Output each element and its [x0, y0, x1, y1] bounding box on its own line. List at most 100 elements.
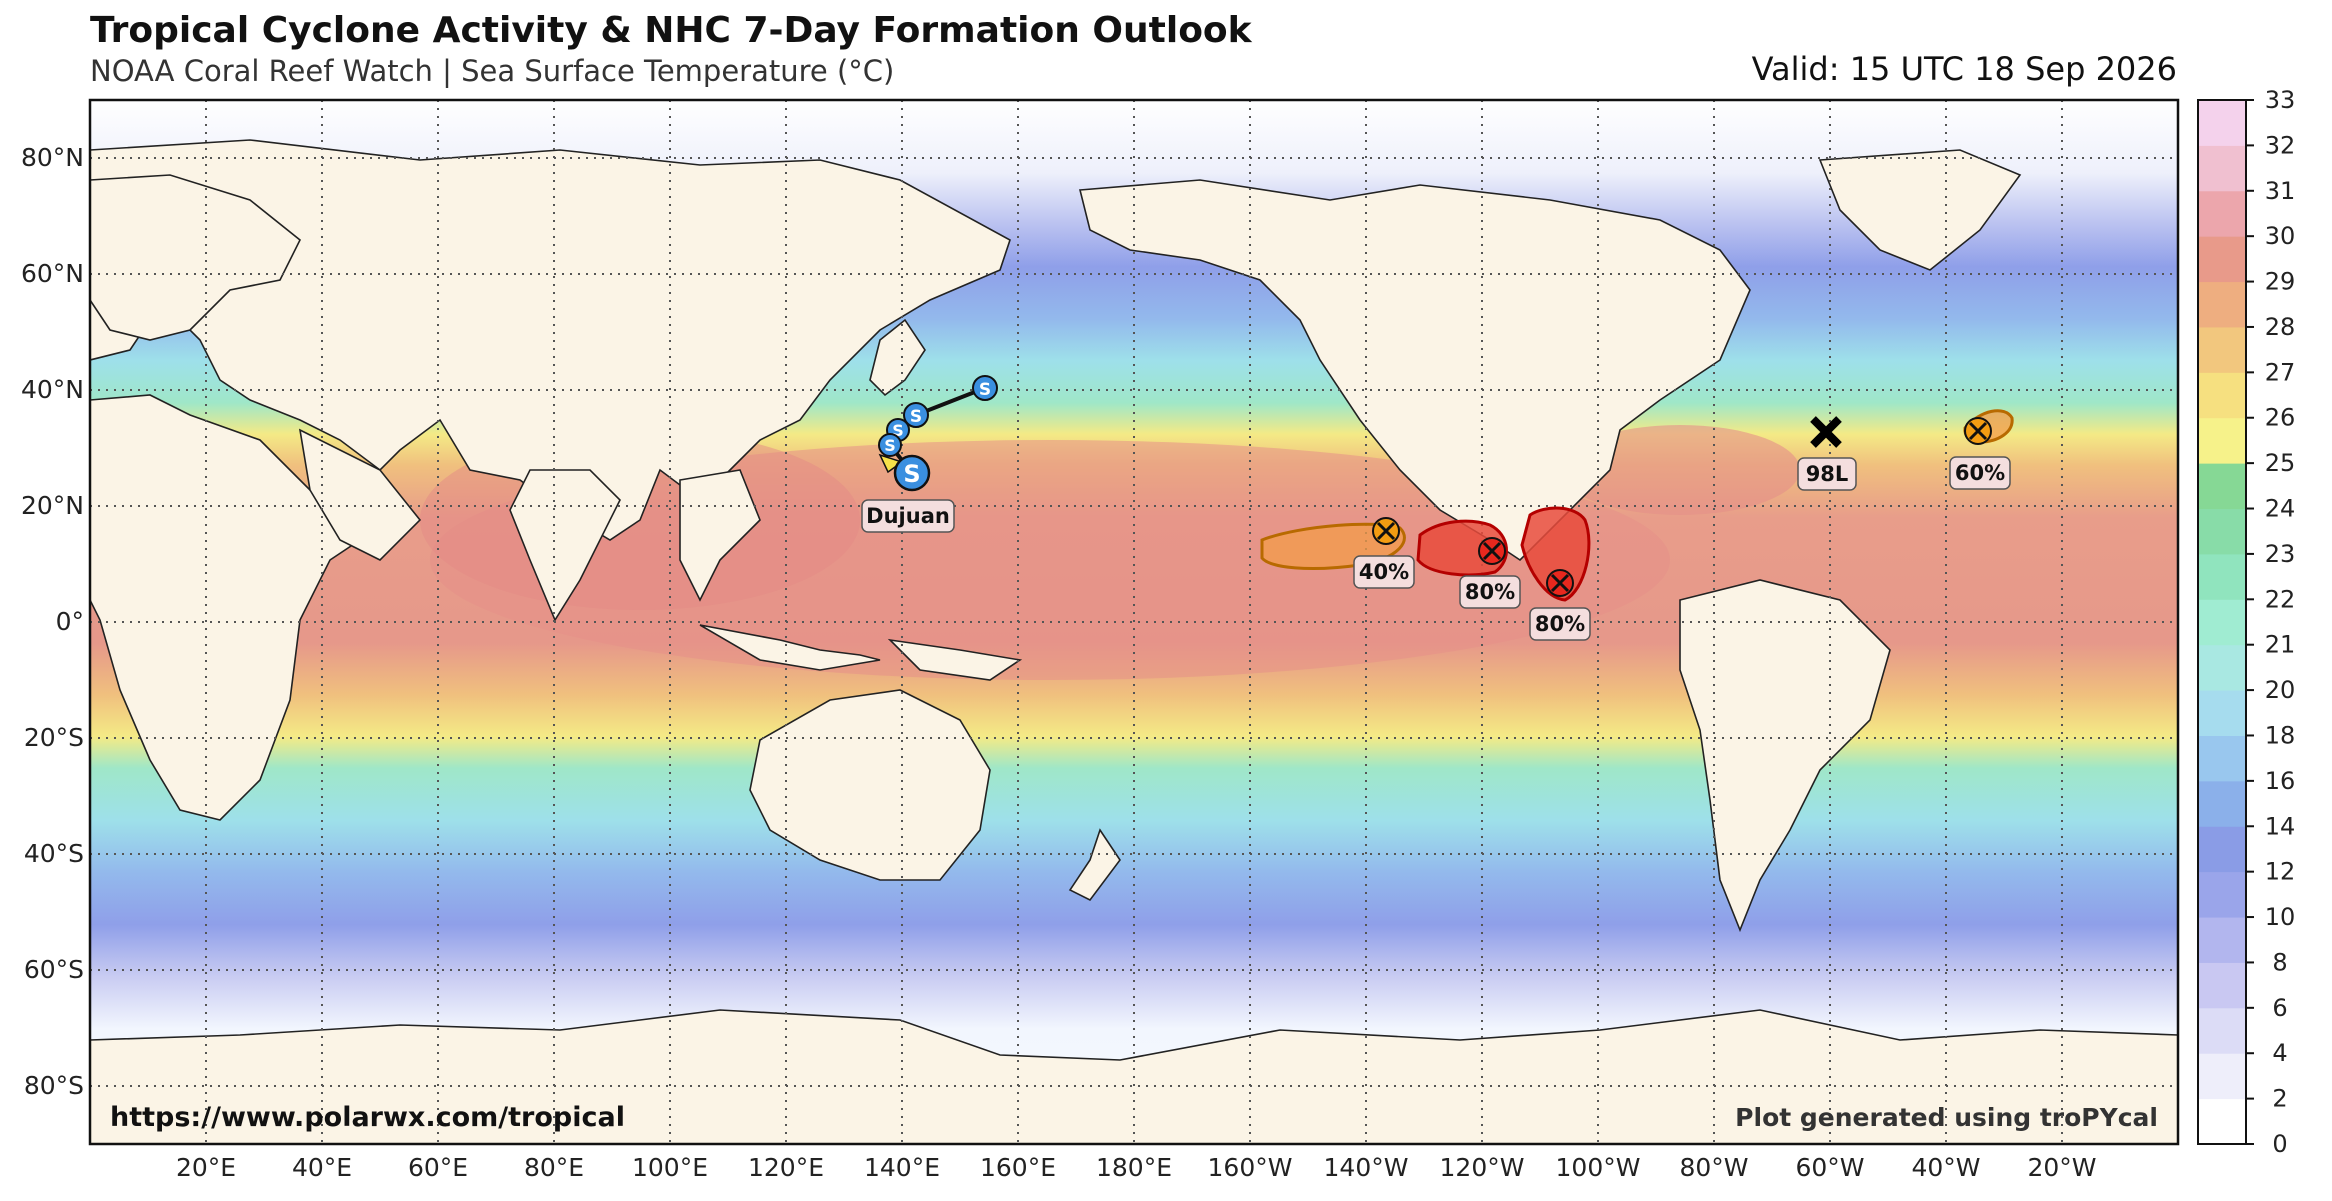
colorbar-tick-label: 32	[2265, 131, 2296, 159]
colorbar-band	[2198, 190, 2246, 237]
lon-label: 120°W	[1440, 1153, 1525, 1182]
lat-axis: 80°N 60°N 40°N 20°N 0° 20°S 40°S 60°S 80…	[21, 143, 84, 1100]
outlook-area-80-east[interactable]: 80%	[1520, 506, 1591, 641]
map-frame	[88, 98, 2180, 1146]
colorbar-band	[2198, 372, 2246, 419]
colorbar-tick-label: 24	[2265, 495, 2296, 523]
colorbar-bands	[2198, 100, 2246, 1145]
lon-label: 80°E	[524, 1153, 584, 1182]
storm-marker[interactable]: S	[972, 375, 998, 401]
lon-label: 40°E	[292, 1153, 352, 1182]
storm-dujuan-track[interactable]: S S S S S Dujuan	[861, 375, 998, 533]
colorbar-band	[2198, 917, 2246, 963]
colorbar-band	[2198, 780, 2246, 827]
outlook-x-icon	[1964, 417, 1992, 445]
colorbar-band	[2198, 508, 2246, 555]
colorbar-band	[2198, 644, 2246, 691]
lon-label: 100°W	[1556, 1153, 1641, 1182]
outlook-probability: 80%	[1535, 612, 1585, 636]
storm-current-marker[interactable]: S	[893, 454, 931, 492]
storm-marker-symbol: S	[910, 407, 922, 427]
colorbar-band	[2198, 1007, 2246, 1054]
colorbar-band	[2198, 599, 2246, 646]
colorbar-band	[2198, 553, 2246, 600]
colorbar-tick-label: 0	[2272, 1130, 2287, 1158]
invest-x-icon	[1810, 416, 1842, 448]
colorbar-tick-label: 26	[2265, 404, 2296, 432]
lat-label: 20°S	[24, 723, 84, 752]
colorbar-band	[2198, 417, 2246, 464]
colorbar-ticks: 0246810121416182021222324252627282930313…	[2246, 86, 2295, 1158]
credit-tool: Plot generated using troPYcal	[1735, 1103, 2158, 1132]
storm-marker-symbol: S	[903, 460, 920, 488]
colorbar-tick-label: 12	[2265, 858, 2296, 886]
outlook-area-40[interactable]: 40%	[1260, 517, 1415, 589]
land	[90, 139, 2178, 1144]
colorbar-band	[2198, 690, 2246, 736]
map-subtitle: NOAA Coral Reef Watch | Sea Surface Temp…	[90, 54, 895, 88]
colorbar-band	[2198, 962, 2246, 1009]
colorbar-tick-label: 25	[2265, 449, 2296, 477]
outlook-x-icon	[1372, 517, 1400, 545]
outlook-x-icon	[1546, 569, 1574, 597]
lat-label: 80°S	[24, 1071, 84, 1100]
colorbar-band	[2198, 1053, 2246, 1100]
colorbar-tick-label: 2	[2272, 1085, 2287, 1113]
outlook-area-60[interactable]: 60%	[1949, 409, 2014, 490]
lon-label: 140°W	[1324, 1153, 1409, 1182]
lon-label: 120°E	[748, 1153, 824, 1182]
lon-label: 100°E	[632, 1153, 708, 1182]
outlook-probability: 80%	[1465, 580, 1515, 604]
colorbar-band	[2198, 735, 2246, 782]
lon-label: 160°E	[980, 1153, 1056, 1182]
colorbar-band	[2198, 871, 2246, 918]
colorbar-tick-label: 21	[2265, 631, 2296, 659]
outlook-probability: 40%	[1359, 560, 1409, 584]
colorbar-tick-label: 22	[2265, 585, 2296, 613]
colorbar-band	[2198, 1098, 2246, 1145]
colorbar-tick-label: 31	[2265, 177, 2296, 205]
storm-marker[interactable]: S	[903, 402, 929, 428]
colorbar-tick-label: 23	[2265, 540, 2296, 568]
storm-name: Dujuan	[866, 504, 950, 528]
lon-axis: 20°E 40°E 60°E 80°E 100°E 120°E 140°E 16…	[176, 1153, 2097, 1182]
colorbar-tick-label: 14	[2265, 812, 2296, 840]
lat-label: 80°N	[21, 143, 84, 172]
lon-label: 20°W	[2027, 1153, 2096, 1182]
storm-name-label: Dujuan	[861, 499, 955, 533]
colorbar-band	[2198, 100, 2246, 146]
storm-marker[interactable]: S	[878, 433, 902, 457]
colorbar-band	[2198, 326, 2246, 373]
storm-marker-symbol: S	[884, 436, 896, 455]
colorbar-tick-label: 33	[2265, 86, 2296, 114]
colorbar-tick-label: 28	[2265, 313, 2296, 341]
colorbar: 0246810121416182021222324252627282930313…	[2197, 86, 2295, 1158]
lat-label: 40°S	[24, 839, 84, 868]
colorbar-tick-label: 10	[2265, 903, 2296, 931]
lon-label: 180°E	[1096, 1153, 1172, 1182]
lon-label: 160°W	[1208, 1153, 1293, 1182]
lon-label: 60°E	[408, 1153, 468, 1182]
lat-label: 60°S	[24, 955, 84, 984]
invest-98l[interactable]: 98L	[1797, 416, 1857, 491]
lon-label: 40°W	[1911, 1153, 1980, 1182]
lat-label: 0°	[56, 607, 84, 636]
colorbar-tick-label: 30	[2265, 222, 2296, 250]
lon-label: 140°E	[864, 1153, 940, 1182]
colorbar-tick-label: 29	[2265, 268, 2296, 296]
valid-time: Valid: 15 UTC 18 Sep 2026	[1751, 50, 2177, 88]
colorbar-band	[2198, 826, 2246, 873]
outlook-probability: 60%	[1955, 461, 2005, 485]
outlook-area-80-west[interactable]: 80%	[1416, 519, 1521, 609]
colorbar-band	[2198, 236, 2246, 283]
colorbar-tick-label: 20	[2265, 676, 2296, 704]
colorbar-tick-label: 4	[2272, 1039, 2287, 1067]
storm-marker-symbol: S	[892, 421, 904, 440]
lon-label: 60°W	[1795, 1153, 1864, 1182]
colorbar-band	[2198, 281, 2246, 328]
lat-label: 40°N	[21, 375, 84, 404]
lat-label: 20°N	[21, 491, 84, 520]
lat-label: 60°N	[21, 259, 84, 288]
credit-url[interactable]: https://www.polarwx.com/tropical	[110, 1102, 625, 1133]
